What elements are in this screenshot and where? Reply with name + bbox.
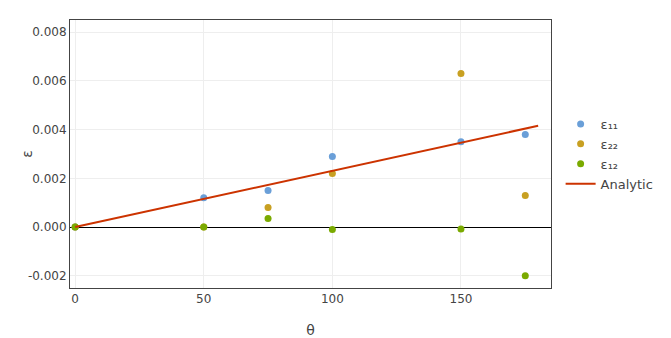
svg-text:θ: θ [306, 322, 315, 338]
svg-text:50: 50 [196, 292, 211, 306]
svg-text:ε: ε [19, 150, 35, 158]
svg-text:0.000: 0.000 [32, 220, 66, 234]
svg-text:Analytic: Analytic [601, 177, 653, 192]
svg-text:0.004: 0.004 [32, 123, 66, 137]
svg-text:0.008: 0.008 [32, 25, 66, 39]
svg-text:0: 0 [71, 292, 79, 306]
svg-text:ε₂₂: ε₂₂ [601, 137, 618, 152]
svg-text:100: 100 [321, 292, 344, 306]
svg-text:ε₁₁: ε₁₁ [601, 117, 618, 132]
svg-text:0.002: 0.002 [32, 172, 66, 186]
svg-text:ε₁₂: ε₁₂ [601, 157, 618, 172]
svg-text:-0.002: -0.002 [28, 269, 67, 283]
svg-text:0.006: 0.006 [32, 74, 66, 88]
svg-text:150: 150 [450, 292, 473, 306]
